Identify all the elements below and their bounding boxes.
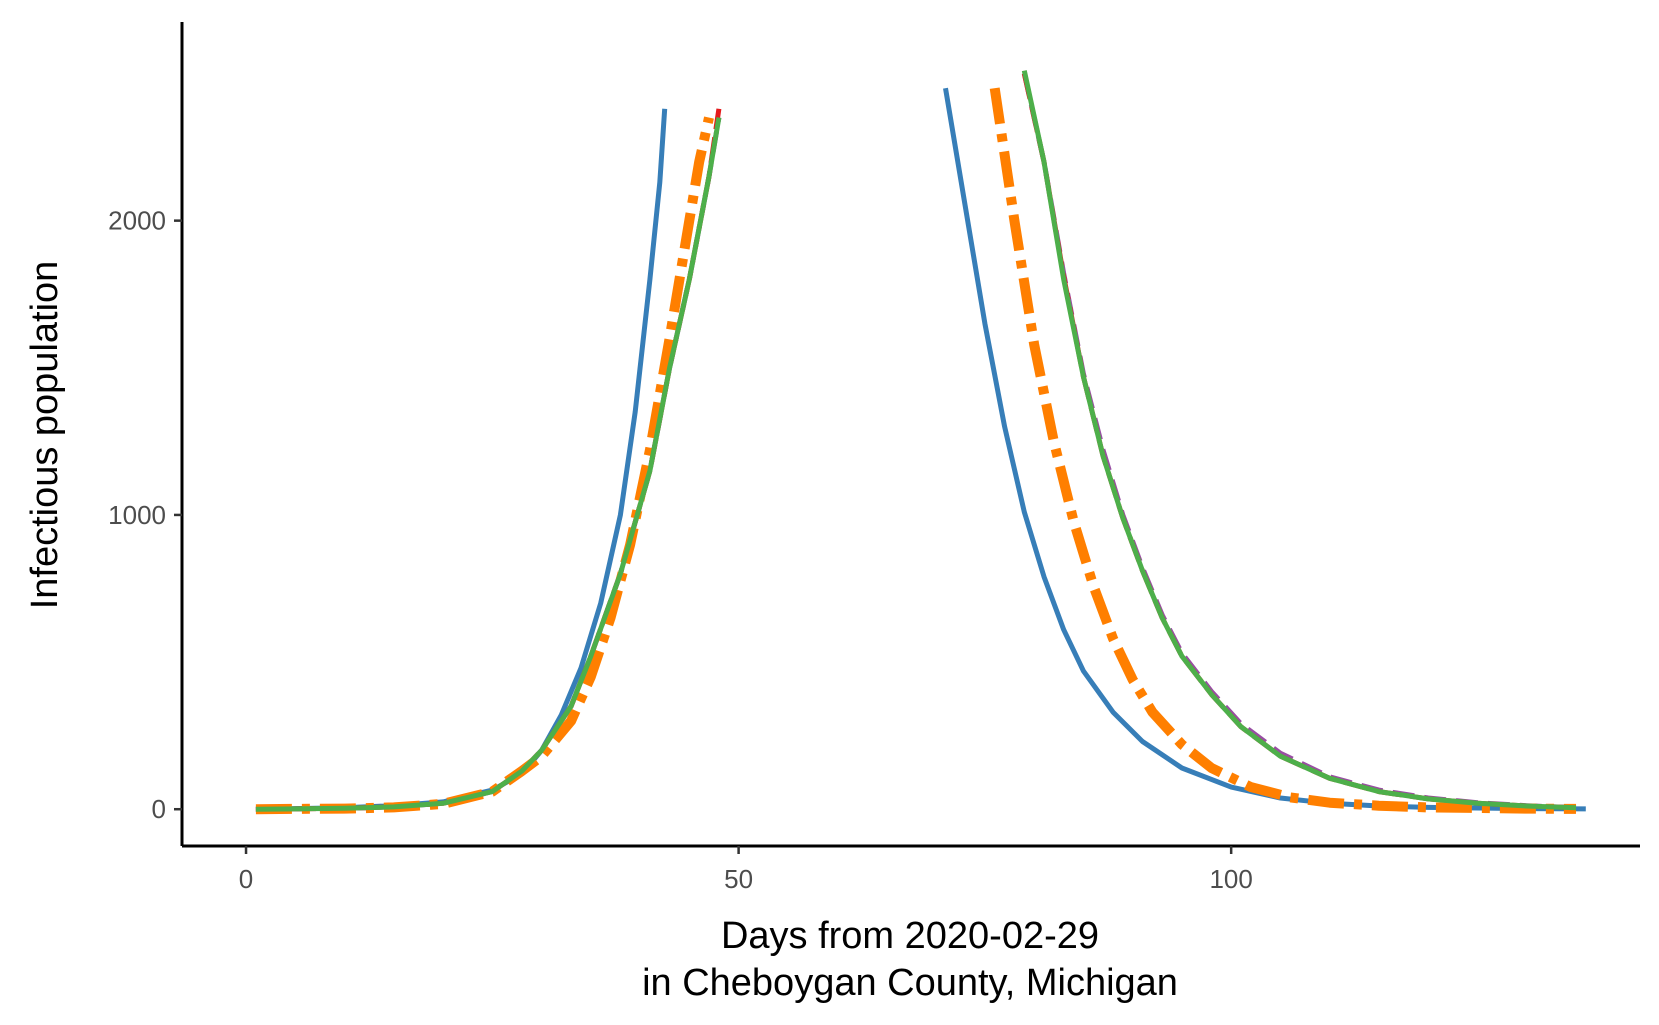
- series-line-green-solid-segment-1: [255, 117, 722, 812]
- x-axis-title-line2: in Cheboygan County, Michigan: [642, 962, 1178, 1004]
- y-axis-title: Infectious population: [24, 261, 66, 610]
- series-line-orange-dotdash-segment-2: [989, 87, 1577, 814]
- y-axis-ticks: 0 1000 2000: [108, 206, 182, 824]
- series-line-orange-dotdash-segment-1: [255, 116, 714, 815]
- x-tick-label: 0: [239, 864, 253, 894]
- x-tick-label: 100: [1209, 864, 1252, 894]
- x-axis-title-line1: Days from 2020-02-29: [721, 915, 1099, 957]
- series-layer: [255, 70, 1586, 815]
- series-line-green-solid-segment-2: [1021, 70, 1577, 811]
- y-tick-label: 0: [152, 794, 166, 824]
- x-axis-ticks: 0 50 100: [239, 846, 1253, 894]
- y-tick-label: 1000: [108, 500, 166, 530]
- x-tick-label: 50: [724, 864, 753, 894]
- y-tick-label: 2000: [108, 206, 166, 236]
